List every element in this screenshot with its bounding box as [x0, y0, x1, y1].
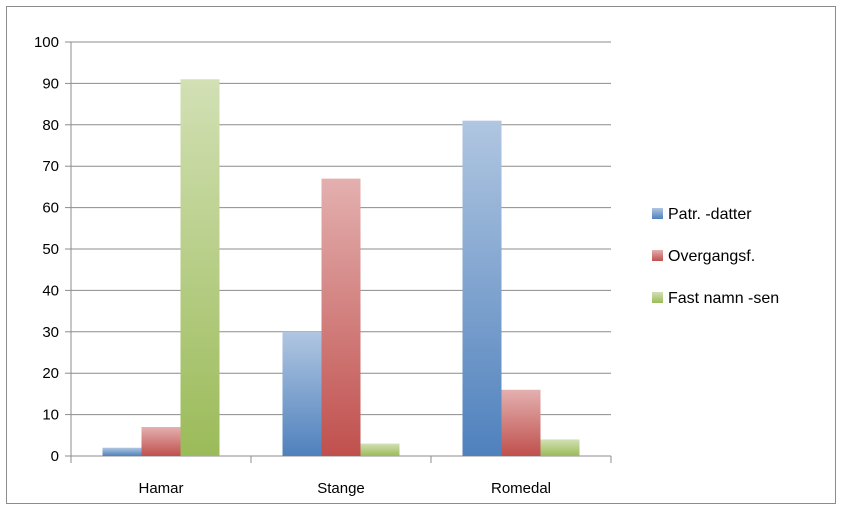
- legend-label-patr-datter: Patr. -datter: [668, 206, 752, 223]
- y-tick-label: 40: [42, 282, 59, 299]
- y-tick-label: 80: [42, 117, 59, 134]
- y-tick-label: 20: [42, 365, 59, 382]
- x-tick-label: Stange: [317, 480, 365, 497]
- y-tick-label: 100: [34, 34, 59, 51]
- bars: [102, 79, 580, 456]
- y-tick-label: 10: [42, 407, 59, 424]
- x-tick-label: Romedal: [491, 480, 551, 497]
- bar-fast-namn-sen-stange: [360, 443, 400, 456]
- y-tick-label: 90: [42, 75, 59, 92]
- bar-patr-datter-hamar: [102, 447, 142, 456]
- legend-swatch-fast-namn-sen: [652, 292, 663, 303]
- bar-patr-datter-romedal: [462, 120, 502, 456]
- bar-patr-datter-stange: [282, 331, 322, 456]
- legend: Patr. -datter Overgangsf. Fast namn -sen: [652, 206, 779, 307]
- x-tick-label: Hamar: [138, 480, 183, 497]
- legend-swatch-overgangsf: [652, 250, 663, 261]
- legend-label-fast-namn-sen: Fast namn -sen: [668, 290, 779, 307]
- bar-overgangsf-hamar: [141, 427, 181, 456]
- bar-overgangsf-stange: [321, 178, 361, 456]
- bar-fast-namn-sen-romedal: [540, 439, 580, 456]
- y-tick-label: 70: [42, 158, 59, 175]
- y-tick-label: 30: [42, 324, 59, 341]
- y-tick-label: 0: [51, 448, 59, 465]
- bar-fast-namn-sen-hamar: [180, 79, 220, 456]
- legend-label-overgangsf: Overgangsf.: [668, 248, 755, 265]
- bar-overgangsf-romedal: [501, 389, 541, 456]
- legend-swatch-patr-datter: [652, 208, 663, 219]
- y-tick-label: 50: [42, 241, 59, 258]
- y-tick-label: 60: [42, 200, 59, 217]
- tick-labels: 0 10 20 30 40 50 60 70 80 90 100 Hamar Stange Romedal: [34, 34, 551, 497]
- chart-frame: [6, 6, 836, 504]
